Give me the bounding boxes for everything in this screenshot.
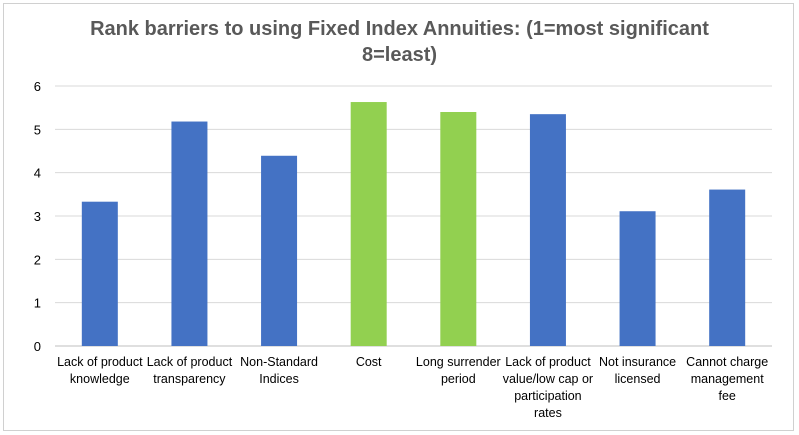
bar: [171, 121, 208, 347]
x-tick-label: Lack of product transparency: [146, 355, 233, 386]
y-tick-label: 6: [34, 79, 41, 94]
y-tick-label: 1: [34, 296, 41, 311]
y-tick-label: 2: [34, 252, 41, 267]
bar: [619, 211, 656, 346]
bar: [709, 189, 746, 346]
x-tick-label: Lack of product knowledge: [57, 355, 143, 386]
bar: [81, 201, 118, 346]
x-tick-label: Cost: [355, 355, 382, 369]
y-tick-label: 5: [34, 122, 41, 137]
bar: [529, 114, 566, 347]
bar: [440, 112, 477, 346]
x-tick-label: Non-Standard Indices: [240, 355, 318, 386]
x-tick-label: Long surrender period: [415, 355, 501, 386]
x-tick-label: Lack of product value/low cap or partici…: [502, 355, 594, 420]
bar: [350, 102, 387, 347]
y-tick-label: 0: [34, 339, 41, 354]
chart-title: Rank barriers to using Fixed Index Annui…: [90, 18, 709, 66]
bar: [261, 155, 298, 346]
x-tick-label: Not insurance licensed: [599, 355, 677, 386]
x-tick-label: Cannot charge management fee: [686, 355, 769, 403]
y-tick-label: 4: [34, 166, 41, 181]
chart-frame: [3, 3, 794, 431]
y-tick-label: 3: [34, 209, 41, 224]
